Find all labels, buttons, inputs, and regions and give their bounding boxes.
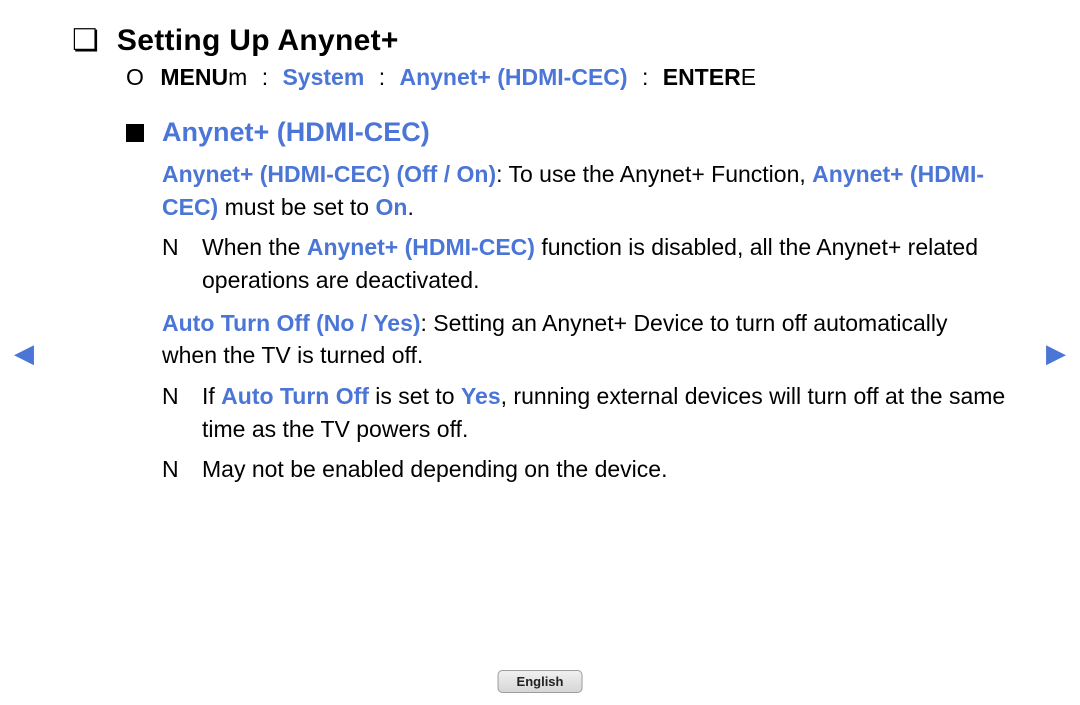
note-1: N When the Anynet+ (HDMI-CEC) function i… xyxy=(162,231,1008,296)
section-anynet: Anynet+ (HDMI-CEC) Anynet+ (HDMI-CEC) (O… xyxy=(126,117,1008,486)
p2-lead: Auto Turn Off (No / Yes) xyxy=(162,310,421,336)
p1-tail: . xyxy=(407,194,413,220)
paragraph-autoturnoff: Auto Turn Off (No / Yes): Setting an Any… xyxy=(162,307,1008,372)
p1-on: On xyxy=(375,194,407,220)
breadcrumb: O MENUm : System : Anynet+ (HDMI-CEC) : … xyxy=(126,64,1008,91)
prev-page-button[interactable]: ◀ xyxy=(14,340,34,366)
breadcrumb-sep-3: : xyxy=(642,64,648,91)
note-3-text: May not be enabled depending on the devi… xyxy=(202,453,1008,486)
breadcrumb-menu-suffix: m xyxy=(228,64,247,90)
language-button[interactable]: English xyxy=(498,670,583,693)
section-heading: Anynet+ (HDMI-CEC) xyxy=(162,117,430,148)
title-row: ❏ Setting Up Anynet+ xyxy=(72,24,1008,58)
p1-after-lead: : To use the Anynet+ Function, xyxy=(496,161,812,187)
note-mark-icon: N xyxy=(162,453,188,486)
breadcrumb-sep-1: : xyxy=(262,64,268,91)
breadcrumb-enter: ENTER xyxy=(663,64,741,90)
note-mark-icon: N xyxy=(162,231,188,296)
note-2: N If Auto Turn Off is set to Yes, runnin… xyxy=(162,380,1008,445)
note1-blue: Anynet+ (HDMI-CEC) xyxy=(307,234,535,260)
section-body: Anynet+ (HDMI-CEC) (Off / On): To use th… xyxy=(162,158,1008,486)
next-page-button[interactable]: ▶ xyxy=(1046,340,1066,366)
section-heading-row: Anynet+ (HDMI-CEC) xyxy=(126,117,1008,148)
note1-pre: When the xyxy=(202,234,307,260)
breadcrumb-menu: MENU xyxy=(160,64,228,90)
note-1-text: When the Anynet+ (HDMI-CEC) function is … xyxy=(202,231,1008,296)
p1-mid: must be set to xyxy=(218,194,375,220)
breadcrumb-system: System xyxy=(282,64,364,90)
title-bullet-icon: ❏ xyxy=(72,26,99,56)
breadcrumb-enter-suffix: E xyxy=(741,64,756,90)
breadcrumb-sep-2: : xyxy=(379,64,385,91)
note2-blue2: Yes xyxy=(461,383,501,409)
breadcrumb-lead-icon: O xyxy=(126,64,154,91)
note-mark-icon: N xyxy=(162,380,188,445)
square-bullet-icon xyxy=(126,124,144,142)
paragraph-onoff: Anynet+ (HDMI-CEC) (Off / On): To use th… xyxy=(162,158,1008,223)
note-3: N May not be enabled depending on the de… xyxy=(162,453,1008,486)
note-2-text: If Auto Turn Off is set to Yes, running … xyxy=(202,380,1008,445)
note2-pre: If xyxy=(202,383,221,409)
manual-page: ❏ Setting Up Anynet+ O MENUm : System : … xyxy=(0,0,1080,705)
breadcrumb-anynet: Anynet+ (HDMI-CEC) xyxy=(399,64,627,90)
note2-blue1: Auto Turn Off xyxy=(221,383,369,409)
p1-lead: Anynet+ (HDMI-CEC) (Off / On) xyxy=(162,161,496,187)
page-title: Setting Up Anynet+ xyxy=(117,24,399,58)
note2-mid1: is set to xyxy=(369,383,461,409)
